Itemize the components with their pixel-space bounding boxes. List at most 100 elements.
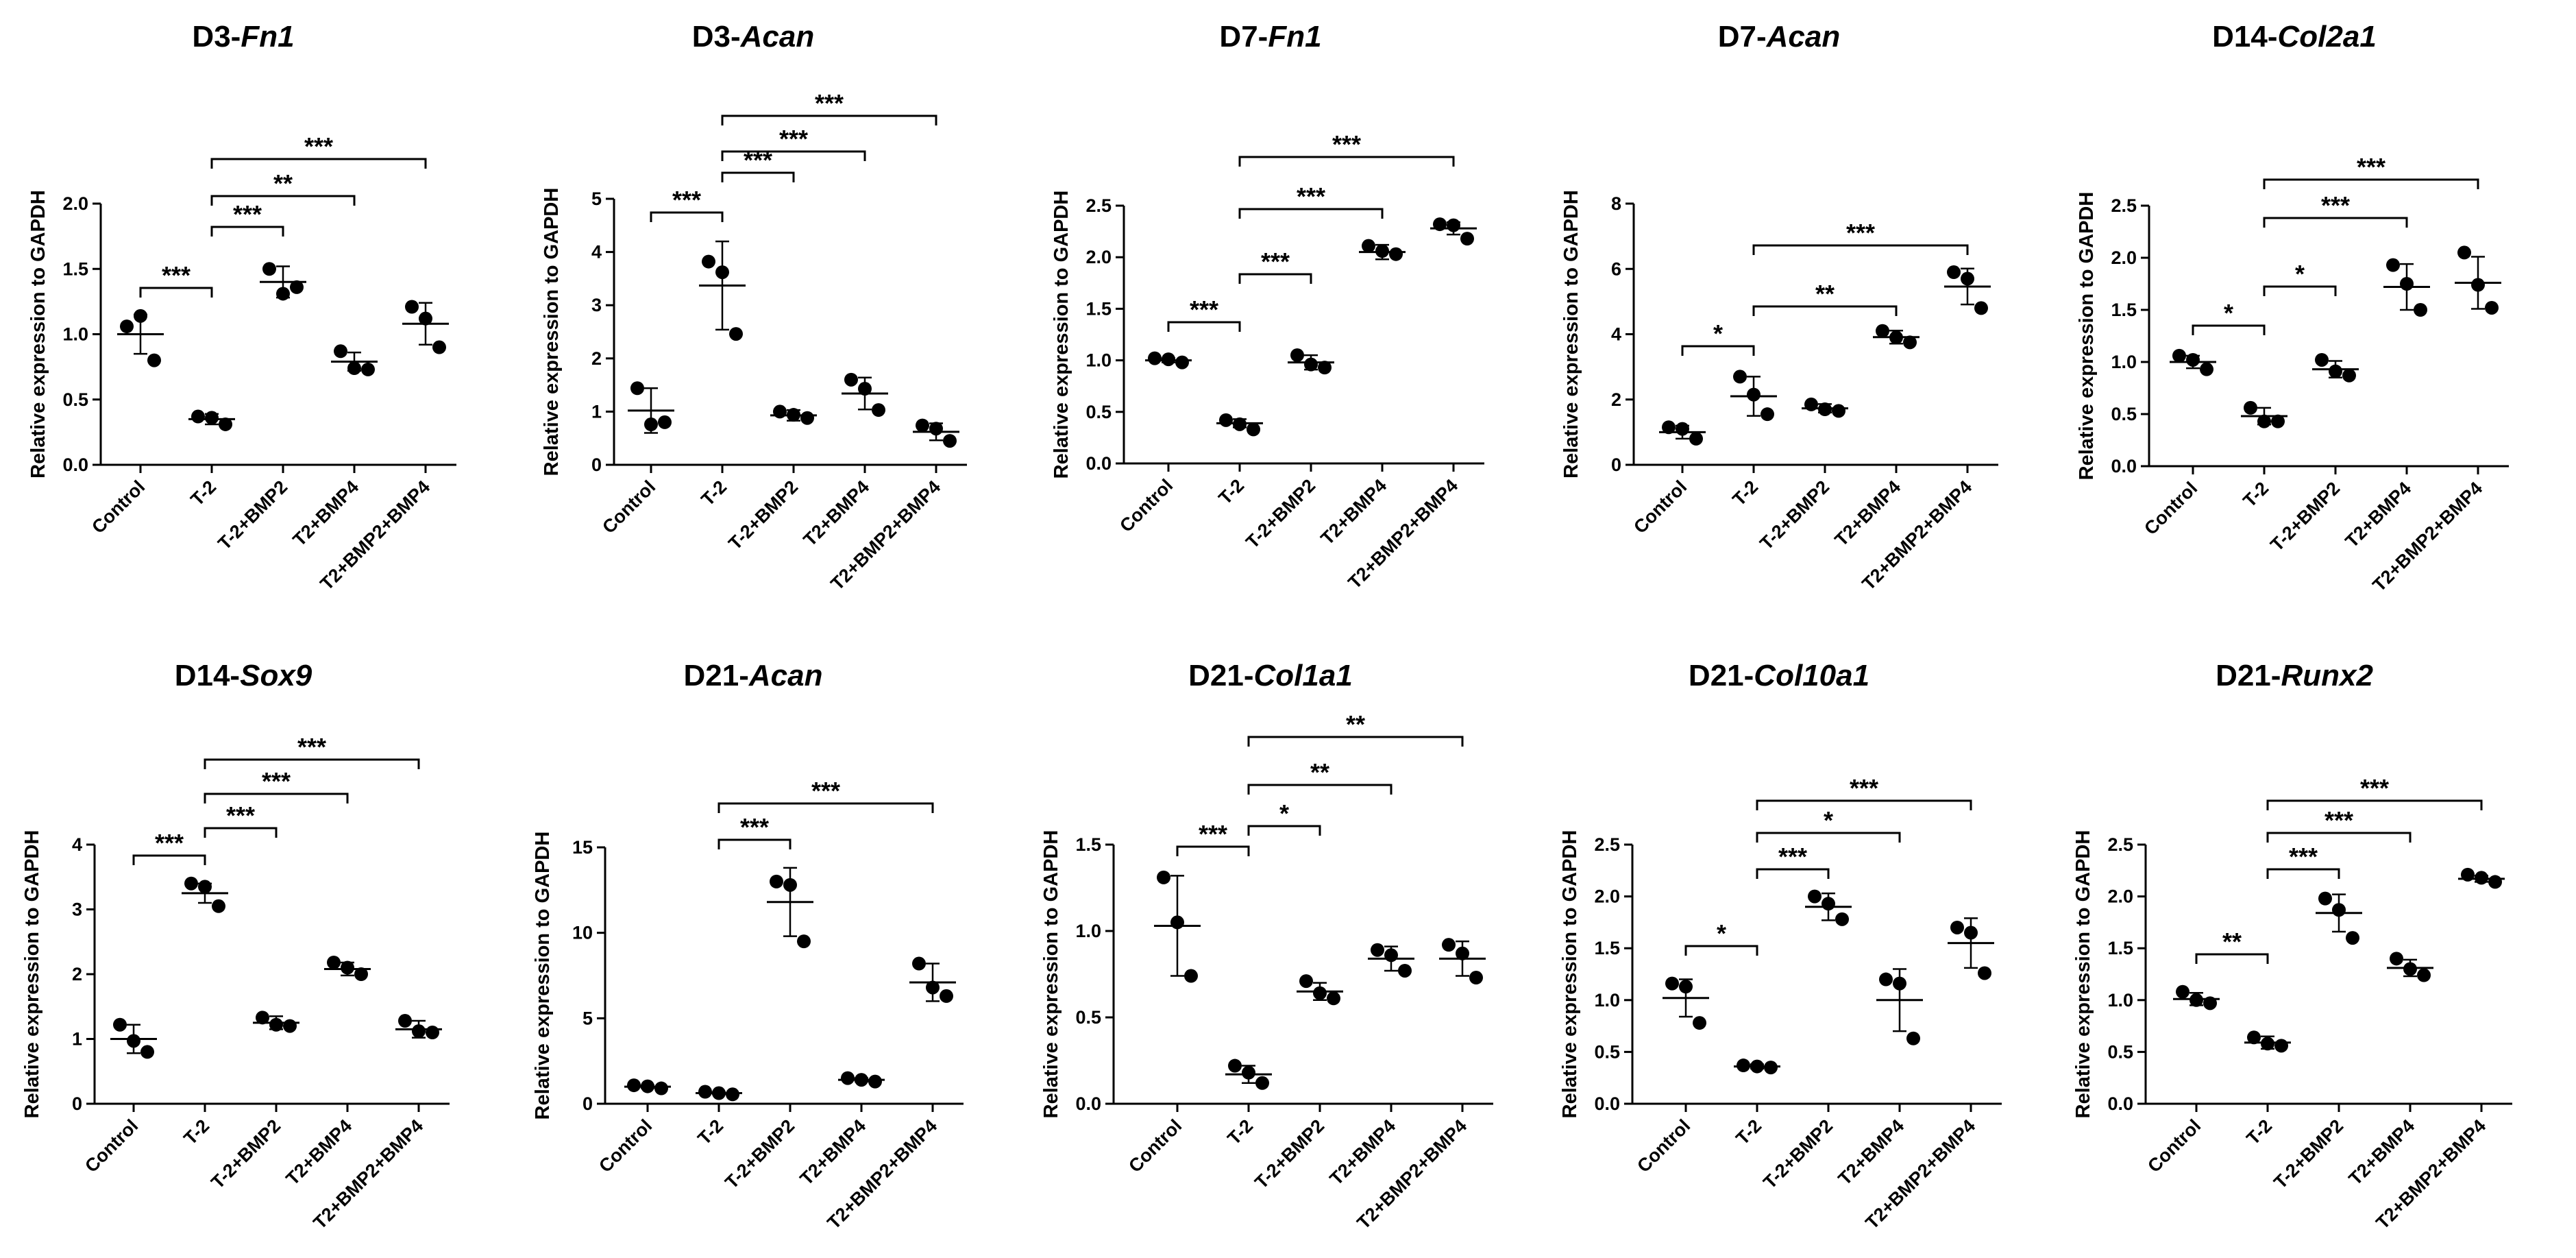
panel-title-gene: Runx2: [2281, 659, 2373, 692]
data-point: [2390, 952, 2403, 966]
data-point: [134, 309, 147, 323]
y-tick-label: 0.5: [2111, 404, 2137, 424]
data-point: [184, 876, 198, 891]
panel-9: D21-Col10a1 Relative expression to GAPDH 0…: [1559, 659, 2002, 1233]
data-point: [1398, 963, 1412, 978]
data-point: [1876, 324, 1889, 338]
x-tick-label: Control: [595, 1115, 656, 1176]
significance-bracket: [210, 226, 284, 237]
data-point: [926, 980, 940, 995]
data-point: [658, 415, 672, 429]
y-tick-label: 0: [582, 1093, 593, 1114]
x-tick-label: T-2+BMP2: [2270, 1115, 2347, 1193]
y-tick-label: 2.5: [1594, 834, 1620, 855]
significance-label: **: [273, 169, 293, 197]
significance-label: ***: [740, 813, 769, 841]
significance-label: *: [1713, 319, 1723, 348]
data-point: [426, 1026, 439, 1040]
y-tick-label: 4: [591, 242, 602, 263]
y-axis-label: Relative expression to GAPDH: [1560, 190, 1582, 479]
data-point: [1974, 301, 1988, 315]
data-point: [2271, 414, 2285, 428]
data-point: [1318, 361, 1332, 375]
x-tick-label: T-2: [2242, 1115, 2276, 1149]
panel-title-prefix: D21-: [1188, 659, 1253, 692]
significance-bracket: [210, 195, 356, 206]
panel-title-prefix: D3-: [192, 20, 241, 53]
data-point: [1170, 915, 1184, 930]
y-tick-label: 5: [582, 1008, 593, 1028]
data-point: [2261, 1037, 2274, 1051]
data-point: [2386, 258, 2400, 272]
data-point: [773, 404, 787, 419]
y-tick-label: 4: [72, 834, 82, 855]
data-point: [783, 878, 797, 892]
data-point: [1242, 1065, 1255, 1080]
data-point: [327, 955, 341, 969]
data-point: [2200, 362, 2213, 376]
significance-bracket: [1684, 945, 1758, 956]
y-tick-label: 1.5: [1594, 938, 1620, 958]
significance-bracket: [717, 802, 934, 813]
y-tick-label: 0.0: [1594, 1093, 1620, 1114]
data-point: [630, 381, 644, 396]
data-point: [2414, 303, 2427, 317]
data-point: [2247, 1030, 2261, 1045]
significance-bracket: [717, 838, 792, 849]
data-point: [702, 254, 715, 269]
data-point: [2475, 871, 2488, 885]
data-point: [2403, 962, 2417, 976]
data-point: [2176, 984, 2189, 999]
data-point: [1299, 974, 1313, 989]
panel-title-prefix: D3-: [692, 20, 741, 53]
significance-label: ***: [1190, 295, 1218, 324]
y-tick-label: 0.0: [2111, 456, 2137, 476]
data-point: [712, 1086, 726, 1100]
panel-title-gene: Acan: [1766, 20, 1841, 53]
data-point: [1148, 351, 1162, 365]
data-point: [1327, 991, 1340, 1006]
data-point: [916, 418, 929, 433]
data-point: [1764, 1061, 1778, 1075]
y-tick-label: 0: [72, 1093, 82, 1114]
significance-label: ***: [2324, 806, 2353, 834]
significance-bracket: [2266, 799, 2483, 810]
data-point: [1978, 966, 1991, 980]
significance-label: **: [1346, 710, 1365, 738]
significance-label: ***: [1846, 219, 1875, 247]
data-point: [1733, 370, 1747, 384]
x-tick-label: T-2: [180, 1115, 213, 1149]
data-point: [1304, 357, 1318, 372]
data-point: [2400, 277, 2414, 291]
data-point: [2318, 891, 2332, 906]
data-point: [2186, 352, 2200, 367]
panel-title-gene: Acan: [748, 659, 823, 692]
data-point: [797, 934, 811, 949]
significance-bracket: [1238, 208, 1384, 219]
y-tick-label: 2.0: [62, 193, 88, 214]
data-point: [1175, 355, 1189, 370]
data-point: [205, 411, 219, 425]
data-point: [140, 1045, 154, 1059]
panel-7: D21-Acan Relative expression to GAPDH 0 5 10…: [532, 659, 964, 1233]
data-point: [127, 1034, 140, 1048]
y-tick-label: 1: [591, 401, 602, 422]
x-tick-label: T-2+BMP2: [214, 476, 291, 554]
x-tick-label: T2+BMP4: [2342, 478, 2416, 552]
y-axis-label: Relative expression to GAPDH: [1040, 830, 1062, 1119]
data-point: [1384, 948, 1398, 963]
data-point: [844, 372, 858, 387]
y-tick-label: 2.5: [2107, 834, 2133, 855]
data-point: [212, 899, 225, 913]
x-tick-label: T-2: [1728, 476, 1762, 510]
x-tick-label: T-2: [1732, 1115, 1765, 1149]
data-point: [729, 327, 743, 341]
data-point: [290, 280, 304, 294]
significance-label: ***: [1199, 820, 1227, 848]
data-point: [1162, 352, 1175, 367]
significance-bracket: [1681, 345, 1755, 356]
data-point: [2257, 414, 2271, 428]
data-point: [912, 956, 926, 971]
x-tick-label: T-2+BMP2: [207, 1115, 284, 1193]
